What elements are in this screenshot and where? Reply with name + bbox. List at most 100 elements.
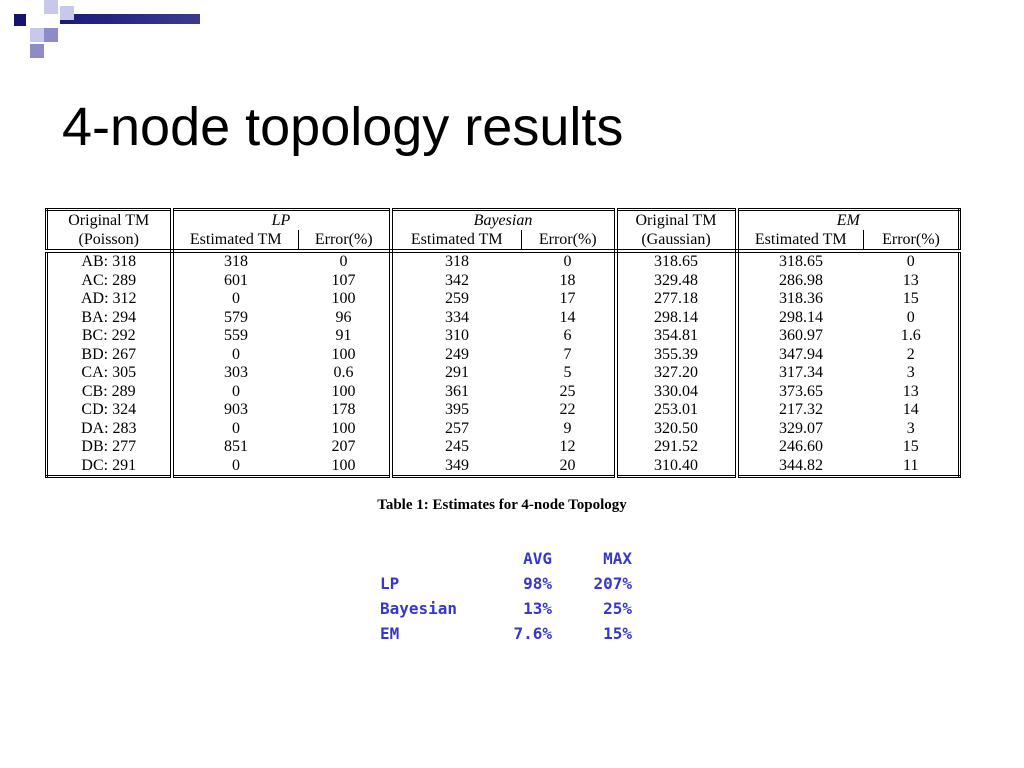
table-cell: DB: 277 [46,438,174,457]
table-cell: 291.52 [615,438,739,457]
table-cell: AD: 312 [46,290,174,309]
table-cell: 6 [521,327,618,346]
square [44,28,58,42]
table-cell: 3 [906,364,915,381]
table-cell: 245 [445,438,469,455]
header-cell: Error(%) [521,230,618,253]
table-cell: 344.82 [779,456,823,474]
table-row: AB: 318 318 0 318 0 318.65 318.65 0 [46,251,960,272]
summary-cell: EM [380,624,400,643]
table-cell: 5 [521,364,618,383]
table-cell: 14 [902,401,919,418]
table-row: BC: 292 559 91 310 6 354.81 360.97 1.6 [46,327,960,346]
summary-row: Bayesian 13% 25% [380,596,632,621]
table-cell: 25 [521,382,618,401]
square [60,6,74,20]
table-cell: 0 [906,308,915,326]
table-cell: 100 [298,290,393,309]
table-cell: 0 [232,290,240,307]
table-cell: 2 [906,345,915,363]
table-cell: 0 [232,419,240,437]
header-cell: Estimated TM [171,230,299,253]
table-cell: 354.81 [615,327,739,346]
table-cell: 12 [521,438,618,457]
table-cell: BD: 267 [46,345,174,364]
table-cell: 291 [445,364,469,381]
table-cell: CB: 289 [46,382,174,401]
table-row: BA: 294 579 96 334 14 298.14 298.14 0 [46,308,960,327]
table-cell: 329.07 [779,419,823,437]
table-cell: 360.97 [779,327,823,344]
table-cell: CA: 305 [46,364,174,383]
table-cell: 318.65 [779,253,823,270]
table-cell: 347.94 [779,345,823,363]
table-row: DC: 291 0 100 349 20 310.40 344.82 11 [46,456,960,477]
table-cell: 253.01 [615,401,739,420]
header-row: (Poisson) Estimated TM Error(%) Estimated T… [46,230,960,253]
summary-header: AVG MAX [380,546,632,571]
results-table: Original TM LP Bayesian Original TM EM (Poiss… [45,208,961,478]
table-cell: 303 [224,364,248,381]
table-cell: 320.50 [615,419,739,438]
table-cell: 317.34 [779,364,823,381]
table-cell: BC: 292 [46,327,174,346]
header-cell: EM [836,212,860,229]
summary-cell: 98% [523,574,552,593]
table-cell: 17 [521,290,618,309]
table-cell: 330.04 [615,382,739,401]
table-cell: AC: 289 [46,271,174,290]
table-row: BD: 267 0 100 249 7 355.39 347.94 2 [46,345,960,364]
table-cell: 9 [521,419,618,438]
table-cell: 207 [298,438,393,457]
table-cell: 246.60 [779,438,823,455]
table-cell: 0 [298,251,393,272]
summary-row: LP 98% 207% [380,571,632,596]
table-cell: 286.98 [779,271,823,289]
table-cell: 334 [445,308,469,326]
table-cell: 318.36 [779,290,823,307]
table-cell: 13 [902,271,919,289]
table-cell: CD: 324 [46,401,174,420]
table-cell: 851 [224,438,248,455]
table-cell: 0 [521,251,618,272]
table-cell: 361 [445,382,469,400]
summary-table: AVG MAX LP 98% 207% Bayesian 13% 25% EM 7.6% 15% [380,546,632,646]
header-cell: (Gaussian) [615,230,739,253]
table-cell: 318 [224,253,248,270]
table-row: AD: 312 0 100 259 17 277.18 318.36 15 [46,290,960,309]
table-cell: 15 [902,290,919,307]
table-cell: 1.6 [900,327,921,344]
header-cell: Original TM [46,209,174,230]
table-cell: 178 [298,401,393,420]
table-cell: 318.65 [615,251,739,272]
header-cell: Original TM [615,209,739,230]
table-cell: 298.14 [779,308,823,326]
summary-row: EM 7.6% 15% [380,621,632,646]
square [14,14,26,26]
table-cell: 310 [445,327,469,344]
header-cell: LP [171,209,393,230]
table-cell: 217.32 [779,401,823,418]
summary-cell: 7.6% [513,624,552,643]
table-cell: 100 [298,382,393,401]
square [30,28,44,42]
table-cell: 100 [298,456,393,477]
summary-cell: LP [380,574,400,593]
table-cell: 3 [906,419,915,437]
table-row: DB: 277 851 207 245 12 291.52 246.60 15 [46,438,960,457]
header-cell: Bayesian [390,209,618,230]
table-cell: AB: 318 [46,251,174,272]
table-row: CA: 305 303 0.6 291 5 327.20 317.34 3 [46,364,960,383]
table-cell: 318 [445,253,469,270]
summary-cell: 207% [593,574,632,593]
table-cell: 277.18 [615,290,739,309]
table-cell: BA: 294 [46,308,174,327]
table-cell: 0 [232,456,240,474]
table-cell: 91 [298,327,393,346]
header-cell: Estimated TM [736,230,864,253]
table-row: AC: 289 601 107 342 18 329.48 286.98 13 [46,271,960,290]
table-cell: 100 [298,419,393,438]
table-cell: 22 [521,401,618,420]
empty-cell [380,546,490,571]
